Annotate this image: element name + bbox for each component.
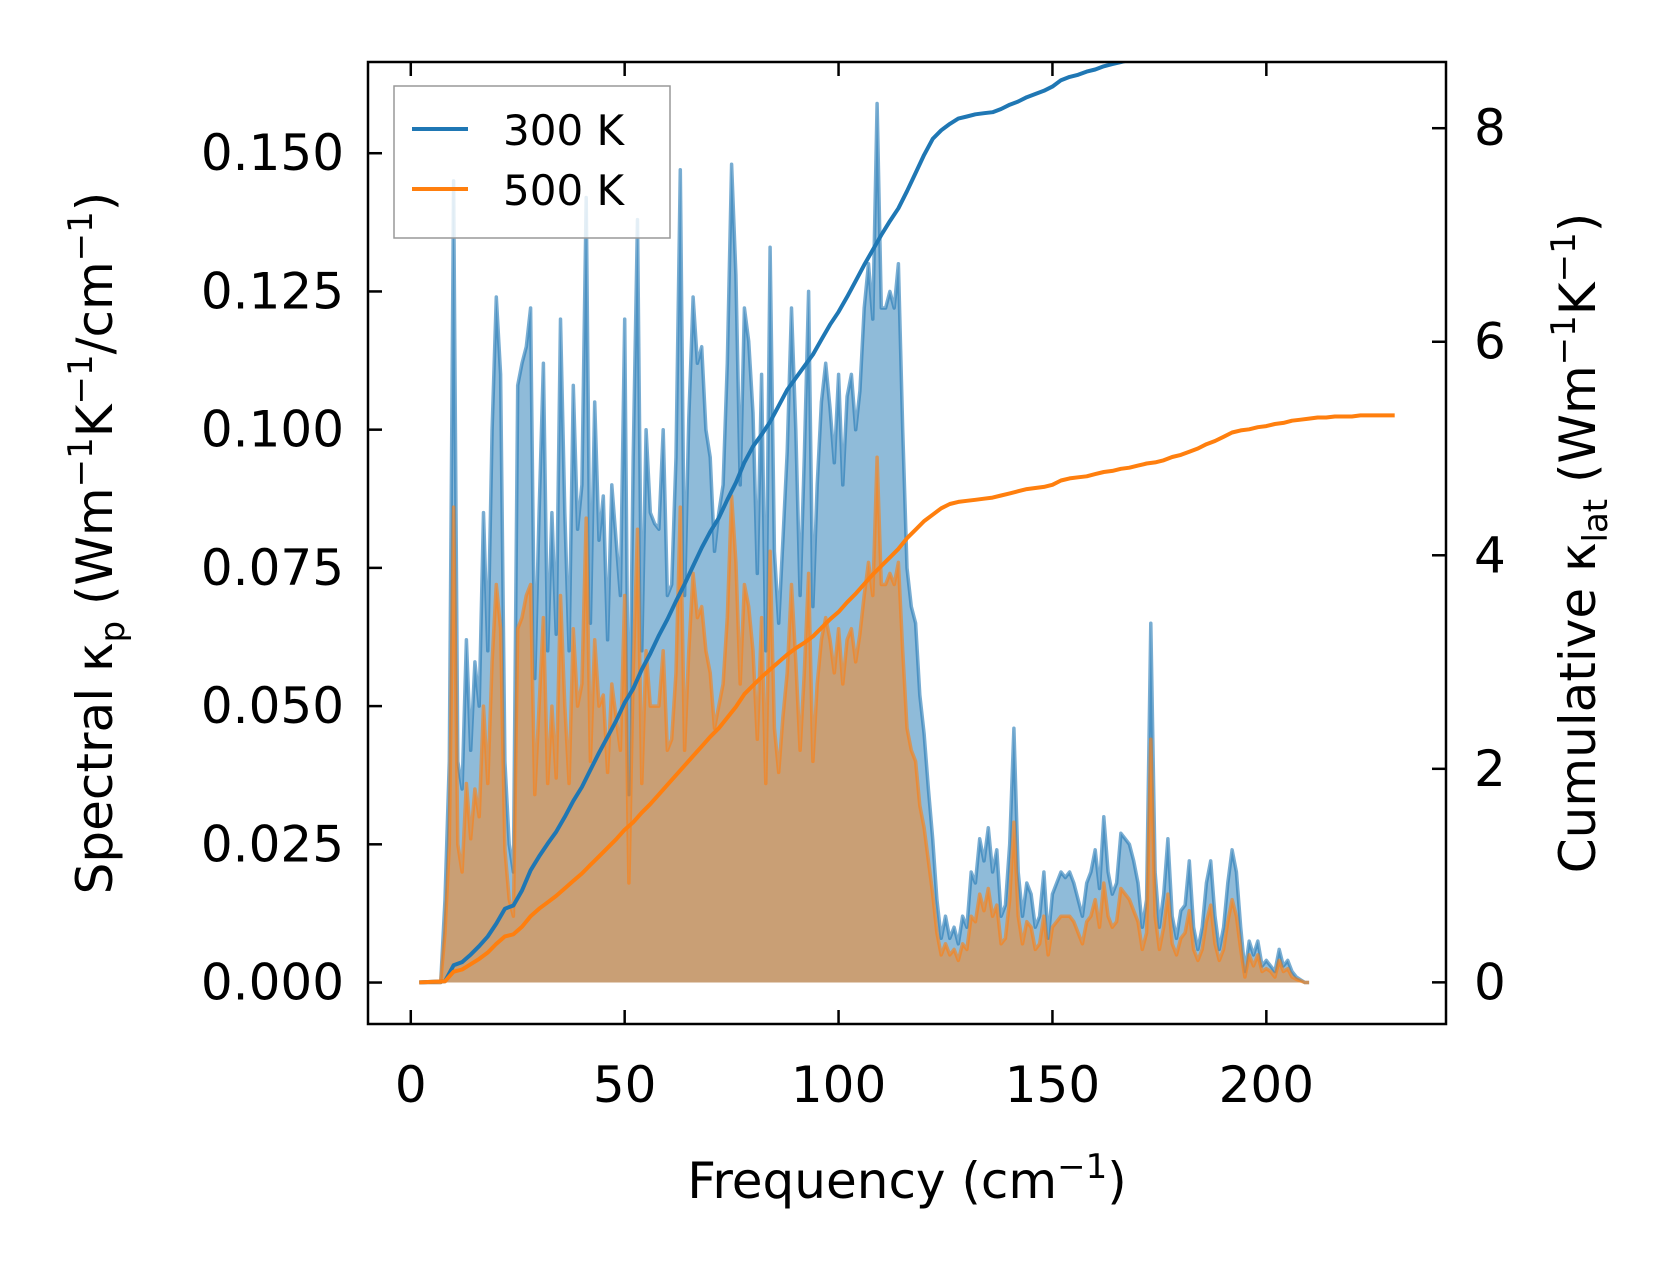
y-tick-label-left: 0.100 bbox=[201, 401, 344, 459]
series-layer bbox=[419, 62, 1395, 985]
y-axis-label-left: Spectral κp (Wm−1K−1/cm−1) bbox=[61, 192, 133, 895]
y-axis-label-right: Cumulative κlat (Wm−1K−1) bbox=[1544, 213, 1616, 873]
plot-frame bbox=[366, 60, 1448, 1026]
y-tick-label-right: 0 bbox=[1474, 953, 1506, 1011]
legend: 300 K 500 K bbox=[393, 85, 671, 239]
spectral-line-500k bbox=[419, 455, 1310, 985]
spectral-line-300k bbox=[419, 101, 1310, 985]
y-tick-label-left: 0.125 bbox=[201, 262, 344, 320]
y-tick-label-left: 0.000 bbox=[201, 954, 344, 1012]
ticks-layer: 0 50 100 150 200 0.000 0.025 0.050 0.075 0.100 0.1… bbox=[201, 62, 1506, 1114]
y-tick-label-left: 0.150 bbox=[201, 124, 344, 182]
x-axis-label: Frequency (cm−1) bbox=[687, 1147, 1127, 1210]
y-tick-label-left: 0.075 bbox=[201, 539, 344, 597]
x-tick-label: 50 bbox=[593, 1056, 657, 1114]
x-tick-label: 100 bbox=[791, 1056, 886, 1114]
legend-label-500k: 500 K bbox=[503, 166, 626, 215]
cumulative-line-300k bbox=[419, 62, 1130, 985]
y-tick-label-right: 4 bbox=[1474, 526, 1506, 584]
x-tick-label: 150 bbox=[1005, 1056, 1100, 1114]
spectral-area-500k bbox=[419, 457, 1310, 983]
x-tick-label: 0 bbox=[395, 1056, 427, 1114]
y-tick-label-left: 0.025 bbox=[201, 815, 344, 873]
cumulative-line-500k bbox=[419, 413, 1395, 985]
y-tick-label-right: 2 bbox=[1474, 740, 1506, 798]
y-tick-label-right: 8 bbox=[1474, 99, 1506, 157]
legend-frame bbox=[393, 85, 671, 239]
legend-label-300k: 300 K bbox=[503, 106, 626, 155]
y-tick-label-right: 6 bbox=[1474, 313, 1506, 371]
x-tick-label: 200 bbox=[1219, 1056, 1314, 1114]
y-tick-label-left: 0.050 bbox=[201, 677, 344, 735]
